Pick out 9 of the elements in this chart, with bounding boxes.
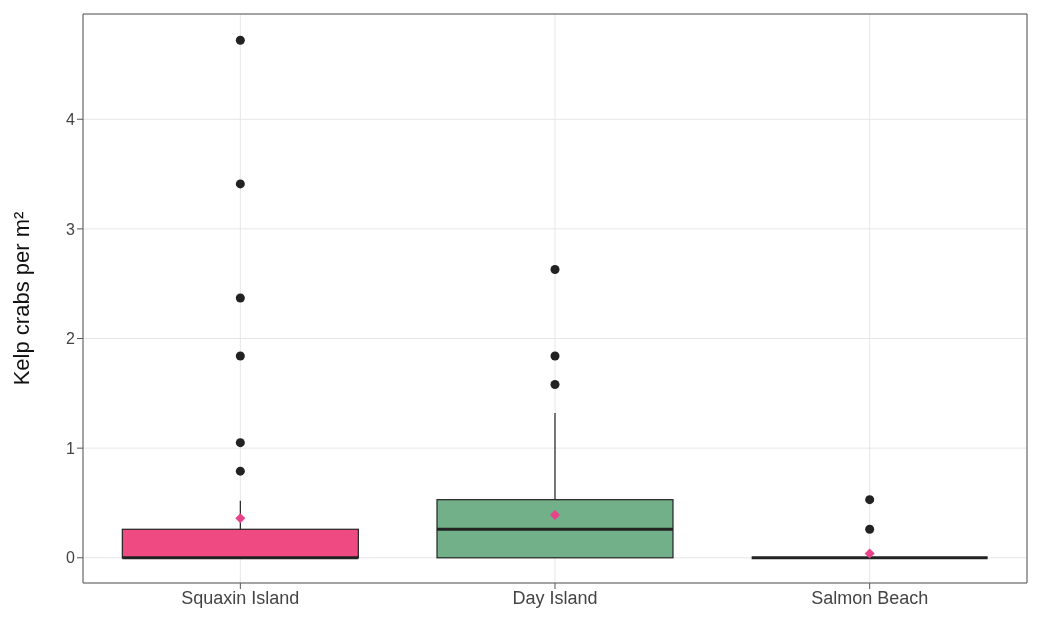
y-tick-label: 2 [66,330,76,348]
y-tick-label: 3 [66,220,76,238]
y-tick-label: 4 [66,110,76,128]
y-axis-title: Kelp crabs per m² [9,211,34,386]
x-tick-label: Salmon Beach [811,587,929,608]
y-tick-label: 0 [66,549,76,567]
x-tick-label: Day Island [512,587,598,608]
x-tick-label: Squaxin Island [181,587,300,608]
y-tick-label: 1 [66,439,76,457]
